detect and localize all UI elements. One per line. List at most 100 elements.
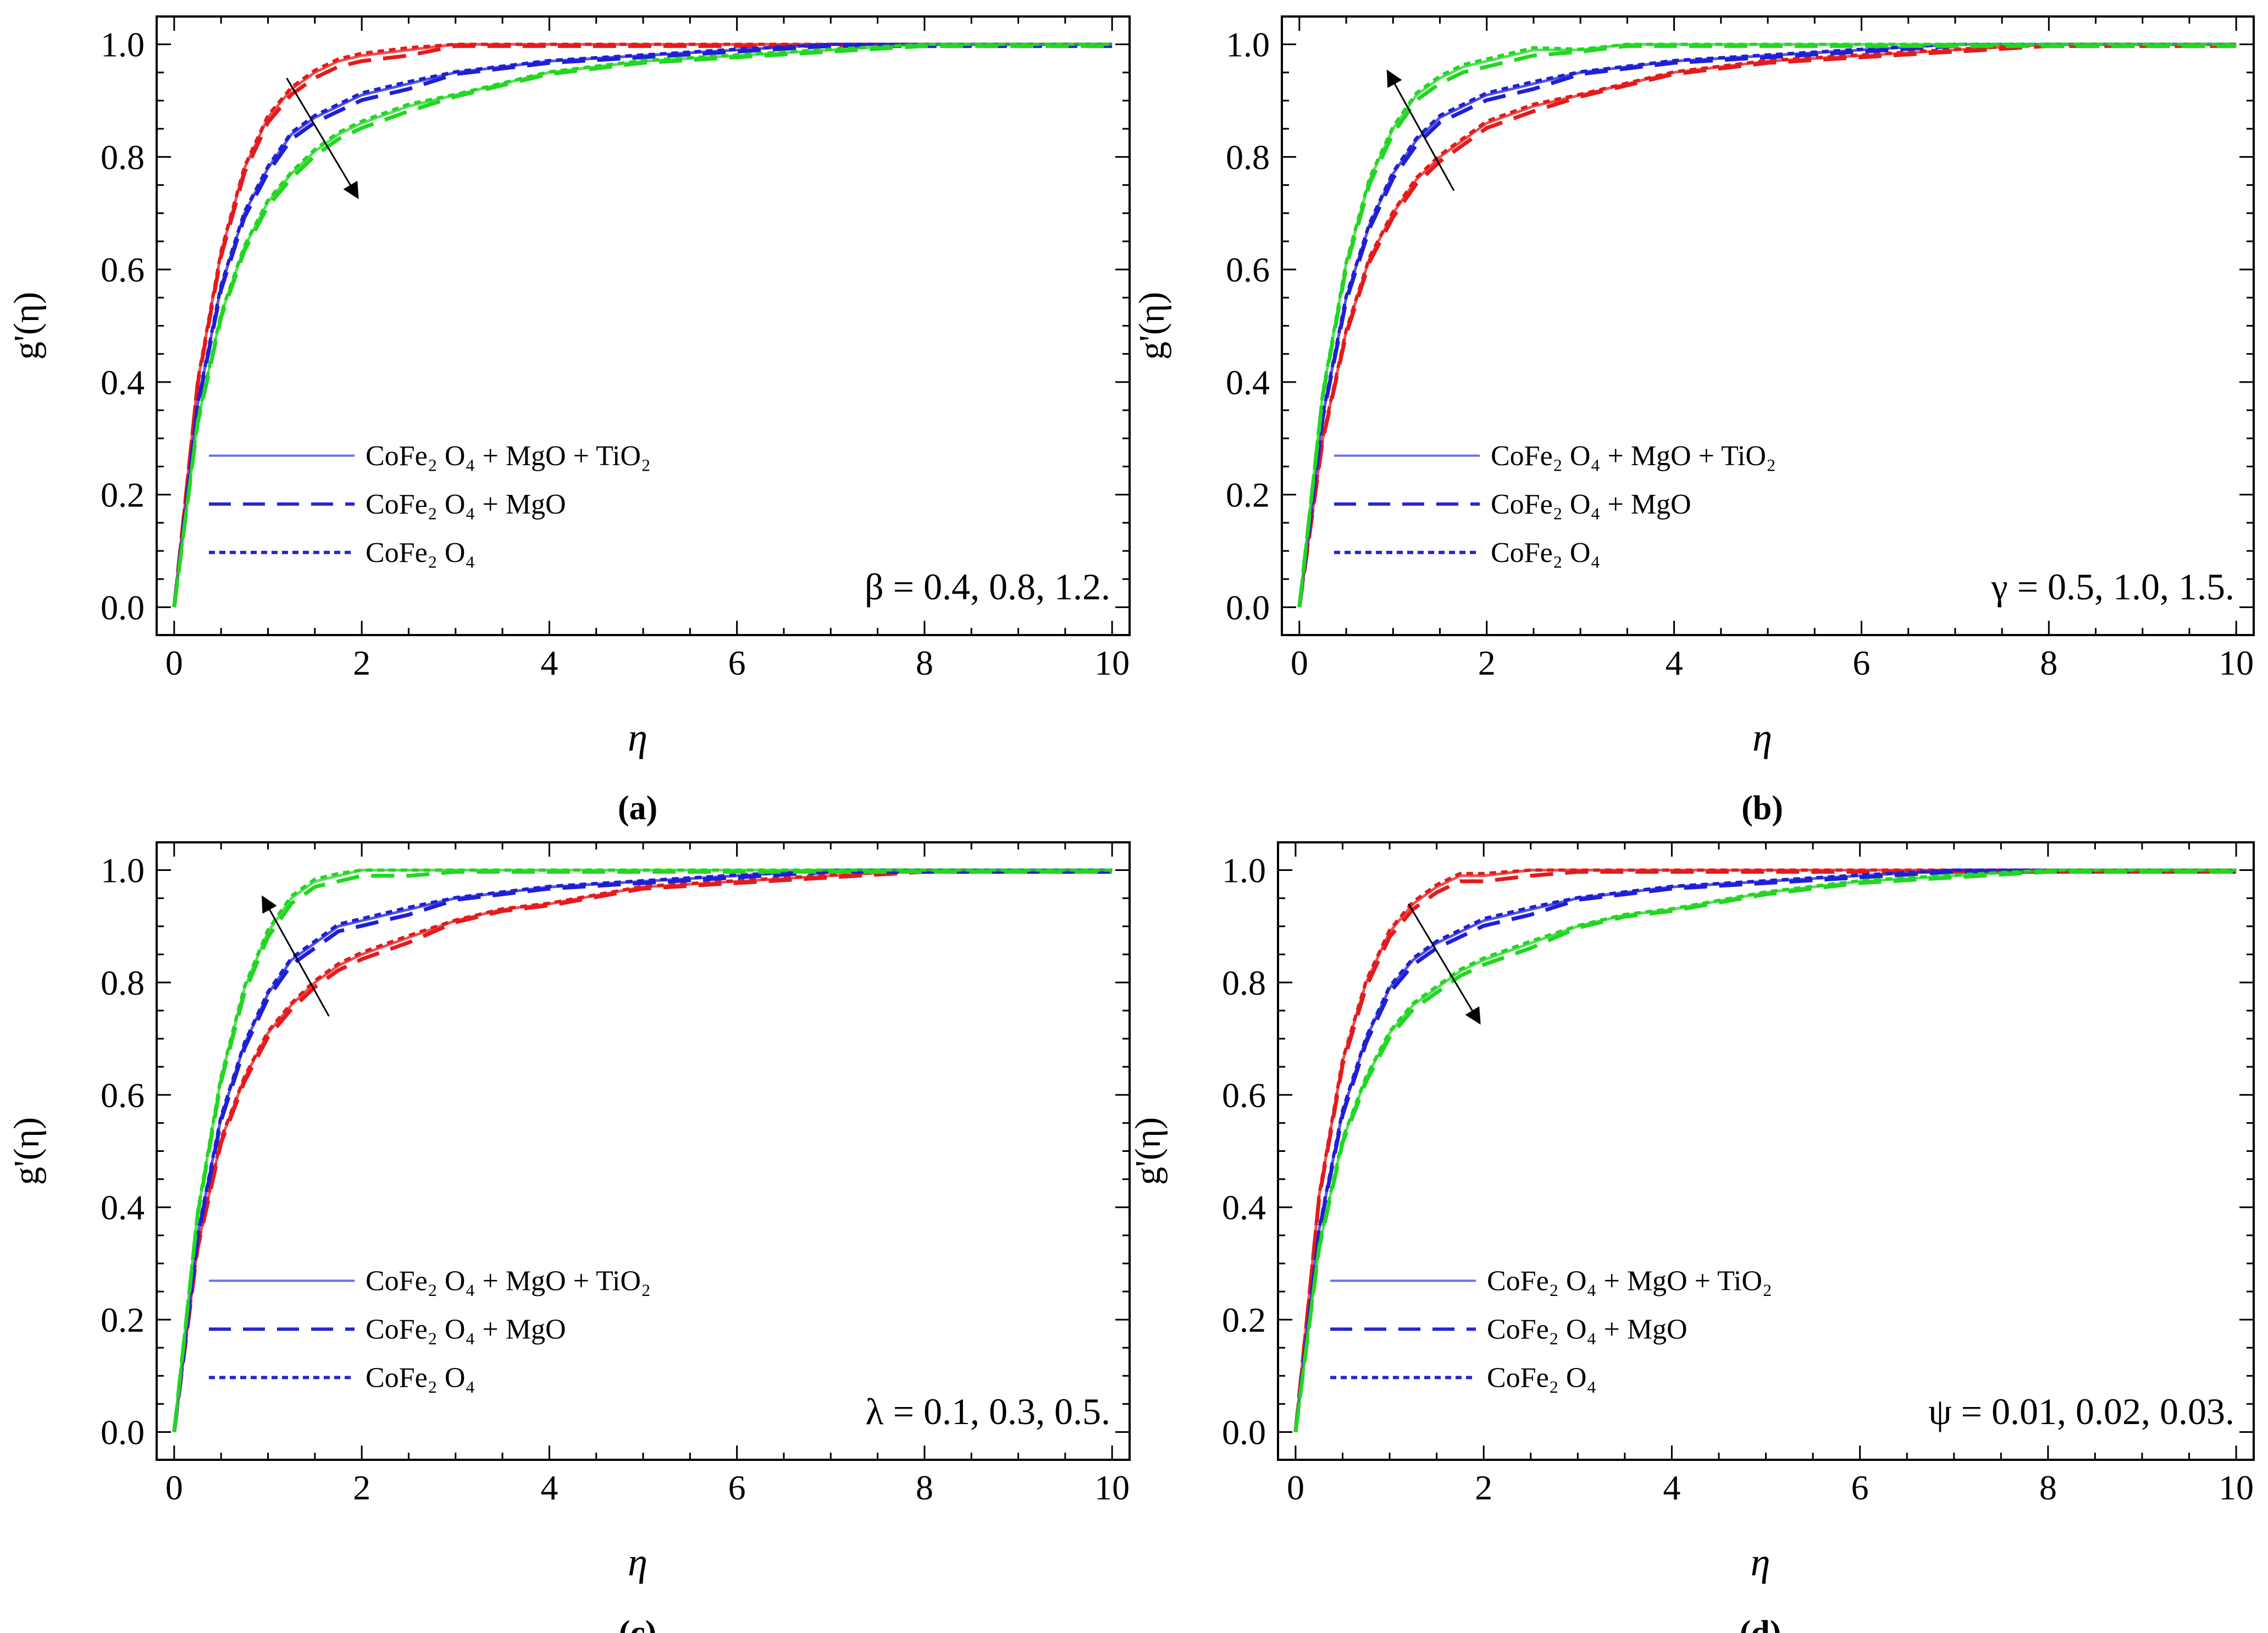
y-tick-label: 0.4	[101, 363, 145, 402]
x-tick-label: 4	[1663, 1468, 1680, 1507]
panel-caption: (a)	[618, 790, 657, 827]
x-tick-label: 0	[1287, 1468, 1304, 1507]
y-tick-label: 1.0	[101, 25, 145, 64]
series-line-=0.1-dotted	[172, 868, 1113, 1432]
legend-label: CoFe₂ O₄	[366, 1362, 475, 1393]
x-tick-label: 10	[2219, 1468, 2254, 1507]
x-tick-label: 2	[1478, 643, 1496, 682]
x-tick-label: 4	[540, 643, 558, 682]
legend-label: CoFe₂ O₄ + MgO + TiO₂	[1487, 1265, 1772, 1297]
series-line-=0.4-dashed	[172, 44, 1113, 608]
legend-label: CoFe₂ O₄ + MgO + TiO₂	[1491, 440, 1776, 472]
x-tick-label: 10	[1094, 1468, 1130, 1507]
legend-label: CoFe₂ O₄ + MgO	[1487, 1314, 1688, 1345]
panel-caption: (d)	[1740, 1614, 1782, 1633]
series-line-=0.02-dotted	[1293, 868, 2237, 1432]
series-line-=0.02-dashed	[1293, 870, 2237, 1432]
series-line-=0.03-solid	[1294, 869, 2237, 1432]
y-tick-label: 0.8	[101, 137, 145, 176]
x-tick-label: 6	[728, 1468, 746, 1507]
y-tick-label: 0.8	[101, 963, 145, 1002]
y-tick-label: 0.0	[1226, 588, 1270, 627]
series-line-=1.2-solid	[173, 43, 1113, 608]
series-line-=0.5-solid	[1298, 43, 2237, 608]
trend-arrow	[286, 78, 359, 200]
legend-label: CoFe₂ O₄ + MgO + TiO₂	[366, 1265, 651, 1297]
series-line-=0.1-dashed	[172, 870, 1113, 1432]
y-tick-label: 0.2	[1222, 1300, 1266, 1339]
parameter-label: λ = 0.1, 0.3, 0.5.	[866, 1391, 1110, 1432]
series-line-=0.3-solid	[173, 869, 1113, 1432]
legend-label: CoFe₂ O₄	[1487, 1362, 1597, 1393]
series-line-=0.5-dashed	[1297, 44, 2237, 608]
series-line-=1.2-dotted	[172, 42, 1113, 608]
series-line-=0.8-dashed	[172, 44, 1113, 608]
legend-label: CoFe₂ O₄ + MgO + TiO₂	[366, 440, 651, 472]
panel-a: 0 2 4 6 8 10 0.0 0.2 0.4 0.6 0.8 1.0 η g'(η) (a) CoFe₂ …	[7, 15, 1131, 827]
series-line-=0.5-dotted	[172, 868, 1113, 1432]
legend-label: CoFe₂ O₄	[1491, 537, 1601, 569]
y-tick-label: 0.2	[101, 476, 145, 515]
series-line-=0.01-dashed	[1293, 870, 2237, 1432]
series-line-=0.4-solid	[173, 43, 1113, 608]
x-tick-label: 0	[1291, 643, 1308, 682]
x-axis-label: η	[1751, 1540, 1771, 1584]
x-tick-label: 10	[1094, 643, 1130, 682]
x-tick-label: 6	[728, 643, 746, 682]
series-line-=1.2-dashed	[172, 44, 1113, 608]
y-tick-label: 0.6	[1226, 250, 1270, 289]
y-tick-label: 0.2	[1226, 476, 1270, 515]
y-tick-label: 0.2	[101, 1300, 145, 1339]
series-line-=1.5-solid	[1298, 43, 2237, 608]
series-line-=0.8-solid	[173, 43, 1113, 608]
plot-frame	[156, 841, 1131, 1461]
y-tick-label: 1.0	[101, 851, 145, 890]
parameter-label: β = 0.4, 0.8, 1.2.	[865, 566, 1110, 608]
x-tick-label: 0	[165, 643, 183, 682]
plot-frame	[156, 15, 1131, 636]
y-tick-label: 0.6	[101, 250, 145, 289]
y-axis-label: g'(η)	[1128, 1117, 1168, 1185]
series-line-=0.4-dotted	[172, 42, 1113, 608]
series-line-=0.03-dotted	[1293, 868, 2237, 1432]
panel-caption: (c)	[619, 1614, 657, 1633]
parameter-label: γ = 0.5, 1.0, 1.5.	[1991, 566, 2234, 608]
series-line-=0.5-dashed	[172, 870, 1113, 1432]
legend-label: CoFe₂ O₄	[366, 537, 475, 569]
y-tick-label: 0.0	[1222, 1413, 1266, 1452]
x-tick-label: 2	[1475, 1468, 1492, 1507]
y-tick-label: 0.4	[101, 1188, 145, 1227]
panel-c: 0 2 4 6 8 10 0.0 0.2 0.4 0.6 0.8 1.0 η g'(η) (c) CoFe₂ …	[7, 841, 1131, 1633]
y-axis-label: g'(η)	[7, 292, 47, 360]
series-line-=0.01-solid	[1294, 869, 2237, 1432]
x-tick-label: 2	[353, 1468, 370, 1507]
x-axis-label: η	[1752, 715, 1772, 759]
x-tick-label: 8	[916, 1468, 933, 1507]
y-tick-label: 0.8	[1226, 137, 1270, 176]
series-line-=1.5-dotted	[1297, 42, 2237, 608]
y-tick-label: 0.6	[1222, 1075, 1266, 1115]
series-line-=1.0-dotted	[1297, 42, 2237, 608]
x-tick-label: 2	[353, 643, 370, 682]
panel-b: 0 2 4 6 8 10 0.0 0.2 0.4 0.6 0.8 1.0 η g'(η) (b) CoFe₂ …	[1132, 15, 2255, 827]
series-line-=0.02-solid	[1294, 869, 2237, 1432]
series-line-=1.5-dashed	[1297, 44, 2237, 608]
series-line-=0.1-solid	[173, 869, 1113, 1432]
y-tick-label: 0.0	[101, 588, 145, 627]
x-tick-label: 6	[1852, 643, 1870, 682]
x-tick-label: 4	[540, 1468, 558, 1507]
series-line-=0.8-dotted	[172, 42, 1113, 608]
y-tick-label: 0.6	[101, 1075, 145, 1115]
legend-label: CoFe₂ O₄ + MgO	[366, 489, 566, 520]
y-tick-label: 0.4	[1222, 1188, 1266, 1227]
trend-arrow	[1407, 903, 1481, 1025]
y-tick-label: 1.0	[1222, 851, 1266, 890]
plot-frame	[1281, 15, 2255, 636]
x-tick-label: 10	[2219, 643, 2254, 682]
y-axis-label: g'(η)	[1132, 292, 1172, 360]
trend-arrow	[1386, 69, 1455, 191]
series-line-=0.5-dotted	[1297, 42, 2237, 608]
y-axis-label: g'(η)	[7, 1117, 47, 1185]
series-line-=0.01-dotted	[1293, 868, 2237, 1432]
x-tick-label: 8	[2039, 1468, 2057, 1507]
